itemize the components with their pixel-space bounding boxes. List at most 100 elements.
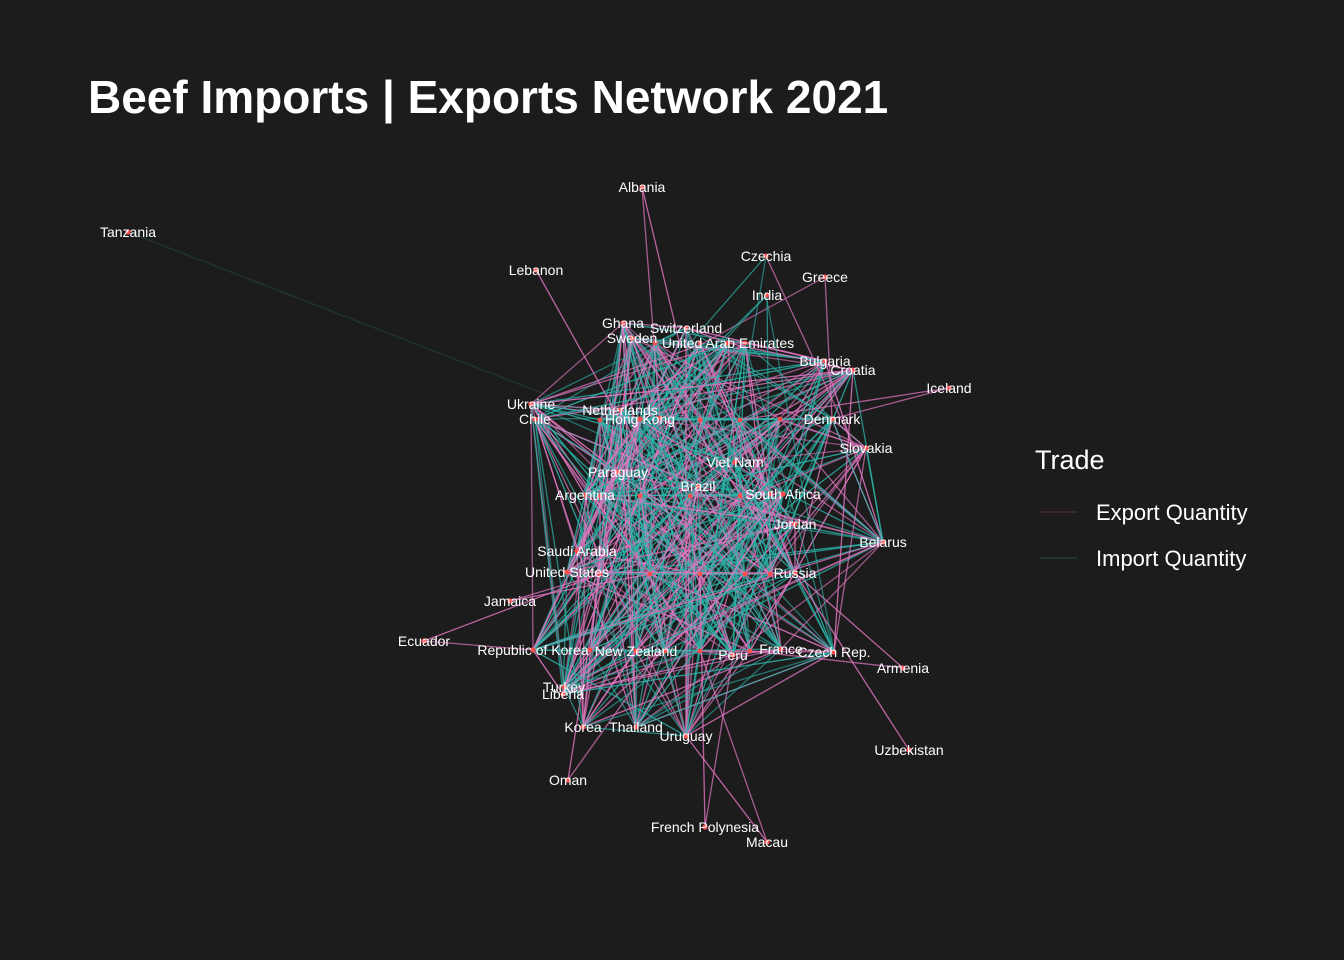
import-edge	[744, 342, 835, 653]
import-edge	[639, 418, 884, 543]
import-edge	[639, 342, 656, 420]
export-edge	[567, 650, 661, 781]
node-denmark	[829, 416, 835, 422]
node-hub	[742, 571, 748, 577]
legend-swatch-export	[1040, 511, 1077, 513]
node-new-zealand	[633, 648, 639, 654]
import-edge	[530, 327, 687, 405]
node-croatia	[850, 367, 856, 373]
import-edge	[530, 403, 564, 695]
node-hub	[662, 648, 668, 654]
node-brazil	[695, 483, 701, 489]
import-edge	[794, 572, 835, 653]
import-edge	[685, 342, 746, 737]
node-label-belarus: Belarus	[859, 534, 906, 550]
node-label-lebanon: Lebanon	[509, 262, 564, 278]
import-edge	[639, 294, 768, 421]
import-edge	[685, 327, 833, 420]
node-macau	[764, 839, 770, 845]
node-label-hong-kong: Hong Kong	[605, 411, 675, 427]
node-oman	[565, 777, 571, 783]
export-edge	[664, 485, 699, 652]
node-netherlands	[617, 407, 623, 413]
export-edge	[699, 276, 826, 346]
export-edge	[635, 369, 854, 652]
export-edge	[739, 387, 950, 421]
node-label-liberia: Liberia	[542, 686, 584, 702]
export-edge	[734, 447, 867, 463]
export-edge	[639, 360, 826, 420]
node-hub	[697, 648, 703, 654]
import-edge	[534, 360, 826, 420]
node-viet-nam	[732, 459, 738, 465]
import-edge	[631, 337, 884, 543]
export-edge	[794, 418, 833, 574]
node-hub	[637, 493, 643, 499]
node-label-netherlands: Netherlands	[582, 402, 658, 418]
node-republic-of-korea	[530, 647, 536, 653]
export-edge	[566, 523, 796, 573]
import-edge	[534, 418, 601, 575]
export-edge	[635, 493, 784, 728]
node-hub	[697, 340, 703, 346]
export-edge	[562, 493, 784, 695]
node-hub	[652, 340, 658, 346]
node-hub	[657, 415, 663, 421]
node-label-korea: Korea	[564, 719, 602, 735]
node-french-polynesia	[702, 824, 708, 830]
node-label-uzbekistan: Uzbekistan	[874, 742, 943, 758]
node-label-oman: Oman	[549, 772, 587, 788]
import-edge	[685, 342, 701, 737]
node-hub	[697, 417, 703, 423]
node-label-brazil: Brazil	[680, 478, 715, 494]
import-edge	[685, 255, 767, 737]
node-russia	[792, 570, 798, 576]
edge-layer	[127, 186, 950, 843]
node-ecuador	[421, 638, 427, 644]
import-edge	[697, 447, 867, 487]
export-edge	[562, 418, 641, 695]
export-edge	[744, 493, 784, 575]
import-edge	[566, 342, 729, 573]
import-edge	[635, 650, 734, 656]
export-edge	[635, 541, 884, 728]
label-layer: Tanzania Albania Lebanon Czechia Greece India…	[100, 179, 972, 850]
node-sweden	[629, 335, 635, 341]
node-hub	[697, 571, 703, 577]
import-edge	[635, 523, 796, 728]
export-edge	[532, 649, 564, 695]
import-edge	[619, 409, 796, 574]
node-label-paraguay: Paraguay	[588, 464, 648, 480]
node-united-arab-emirates	[725, 340, 731, 346]
export-edge	[727, 342, 736, 463]
import-edge	[566, 494, 586, 573]
import-edge	[689, 255, 767, 344]
import-edge	[532, 649, 687, 737]
import-edge	[584, 494, 734, 656]
export-edge	[423, 640, 534, 651]
import-edge	[530, 403, 734, 656]
import-edge	[749, 573, 771, 652]
import-edge	[635, 418, 641, 728]
export-edge	[563, 541, 884, 688]
import-edge	[635, 342, 656, 652]
node-label-thailand: Thailand	[609, 719, 663, 735]
node-thailand	[633, 724, 639, 730]
node-label-ukraine: Ukraine	[507, 396, 555, 412]
export-edge	[582, 418, 641, 728]
import-edge	[562, 571, 568, 695]
node-label-denmark: Denmark	[804, 411, 862, 427]
node-label-iceland: Iceland	[926, 380, 971, 396]
export-edge	[582, 648, 782, 728]
node-uzbekistan	[906, 747, 912, 753]
node-label-united-states: United States	[525, 564, 609, 580]
export-edge	[831, 387, 950, 420]
export-edge	[619, 409, 637, 728]
export-edge	[831, 418, 867, 449]
import-edge	[631, 337, 782, 650]
node-label-south-africa: South Africa	[745, 486, 821, 502]
export-edge	[566, 447, 867, 573]
export-edge	[530, 342, 729, 405]
import-edge	[530, 403, 641, 421]
node-label-jamaica: Jamaica	[484, 593, 536, 609]
